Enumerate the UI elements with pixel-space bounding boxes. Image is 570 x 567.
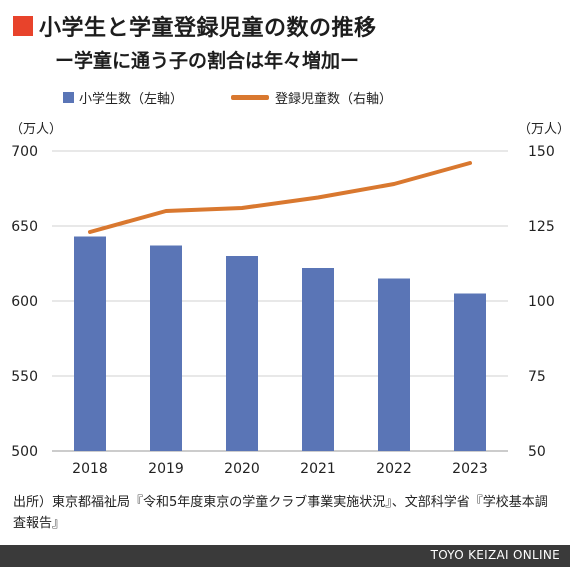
line-point bbox=[88, 230, 92, 234]
x-tick-label: 2021 bbox=[300, 461, 336, 477]
y-right-tick-label: 125 bbox=[528, 219, 555, 235]
footer-bar: TOYO KEIZAI ONLINE bbox=[0, 545, 570, 567]
legend-bar-swatch bbox=[63, 92, 74, 103]
line-point bbox=[164, 209, 168, 213]
x-tick-label: 2020 bbox=[224, 461, 260, 477]
bar bbox=[150, 245, 182, 451]
bar bbox=[226, 256, 258, 451]
bar bbox=[74, 236, 106, 451]
x-tick-label: 2019 bbox=[148, 461, 184, 477]
title-row: 小学生と学童登録児童の数の推移 bbox=[13, 10, 377, 42]
series-line bbox=[88, 161, 472, 234]
footer-brand: TOYO KEIZAI ONLINE bbox=[430, 548, 560, 562]
x-tick-label: 2022 bbox=[376, 461, 412, 477]
chart-title: 小学生と学童登録児童の数の推移 bbox=[39, 16, 377, 41]
title-marker bbox=[13, 16, 33, 36]
x-tick-label: 2018 bbox=[72, 461, 108, 477]
y-right-tick-label: 75 bbox=[528, 369, 546, 385]
y-left-tick-label: 650 bbox=[11, 219, 38, 235]
legend-line-swatch bbox=[231, 95, 270, 100]
legend-bar-label: 小学生数（左軸） bbox=[79, 92, 184, 107]
right-axis-unit: （万人） bbox=[518, 122, 570, 137]
legend-line-label: 登録児童数（右軸） bbox=[275, 92, 393, 107]
y-left-tick-label: 500 bbox=[11, 444, 38, 460]
y-left-tick-label: 600 bbox=[11, 294, 38, 310]
bar bbox=[454, 293, 486, 451]
x-tick-label: 2023 bbox=[452, 461, 488, 477]
left-axis-unit: （万人） bbox=[10, 122, 63, 137]
y-right-tick-label: 100 bbox=[528, 294, 555, 310]
y-left-tick-label: 550 bbox=[11, 369, 38, 385]
source-note: 出所）東京都福祉局『令和5年度東京の学童クラブ事業実施状況』、文部科学省『学校基… bbox=[13, 495, 548, 531]
combo-chart: 500 550 600 650 700 50 75 100 125 150 2018 2019 2020… bbox=[11, 144, 555, 477]
y-right-tick-label: 50 bbox=[528, 444, 546, 460]
chart-subtitle: ー学童に通う子の割合は年々増加ー bbox=[55, 50, 360, 72]
y-right-tick-label: 150 bbox=[528, 144, 555, 160]
bar bbox=[302, 268, 334, 451]
line-point bbox=[392, 182, 396, 186]
y-left-tick-label: 700 bbox=[11, 144, 38, 160]
line-point bbox=[468, 161, 472, 165]
legend: 小学生数（左軸） 登録児童数（右軸） bbox=[63, 88, 392, 107]
line-point bbox=[240, 206, 244, 210]
line-point bbox=[316, 196, 320, 199]
bar bbox=[378, 278, 410, 451]
